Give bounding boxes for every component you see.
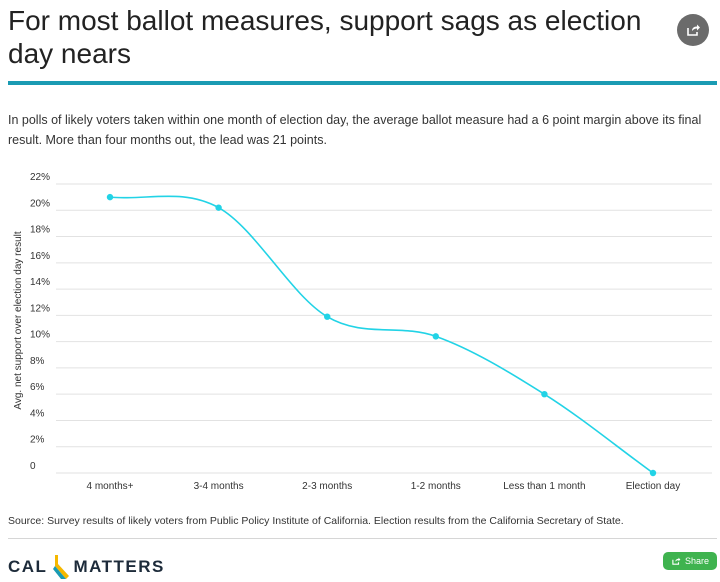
data-point [106, 193, 114, 201]
share-button[interactable]: Share [663, 552, 717, 570]
y-tick-label: 8% [30, 356, 45, 367]
data-point [215, 204, 222, 211]
logo-text-cal: CAL [8, 557, 48, 576]
footer-divider [8, 538, 717, 539]
y-tick-label: 0 [30, 461, 36, 472]
y-tick-label: 12% [30, 303, 50, 314]
y-tick-label: 4% [30, 408, 45, 419]
x-tick-label: 4 months+ [87, 481, 134, 492]
share-icon-button[interactable] [677, 14, 709, 46]
data-point [541, 390, 548, 398]
x-tick-label: 2-3 months [302, 481, 352, 492]
chart-subtitle: In polls of likely voters taken within o… [8, 113, 702, 147]
california-mark-icon [53, 555, 70, 579]
y-axis-label: Avg. net support over election day resul… [13, 231, 24, 409]
y-tick-label: 20% [30, 198, 50, 209]
data-point [432, 333, 439, 340]
y-tick-label: 22% [30, 172, 50, 183]
share-arrow-icon [687, 24, 700, 36]
logo-text-matters: MATTERS [73, 557, 165, 576]
x-tick-label: Less than 1 month [503, 481, 585, 492]
share-button-label: Share [684, 556, 710, 566]
y-tick-label: 14% [30, 277, 50, 288]
x-tick-label: 3-4 months [194, 481, 244, 492]
title-divider [8, 81, 717, 85]
y-tick-label: 10% [30, 330, 50, 341]
x-tick-label: Election day [626, 481, 680, 492]
y-tick-label: 2% [30, 435, 45, 446]
data-point [324, 313, 331, 320]
y-tick-label: 16% [30, 251, 50, 262]
calmatters-logo[interactable]: CAL MATTERS [8, 554, 165, 580]
x-tick-label: 1-2 months [411, 481, 461, 492]
line-chart: 0 2% 4% 6% 8% 10% 12% 14% 16% 18% 20% 22% Avg. net s… [13, 172, 712, 492]
share-arrow-icon [672, 557, 681, 565]
data-point [649, 469, 657, 477]
chart-title: For most ballot measures, support sags a… [8, 5, 642, 69]
y-tick-label: 6% [30, 382, 45, 393]
y-tick-label: 18% [30, 225, 50, 236]
series-line [109, 195, 654, 474]
source-note: Source: Survey results of likely voters … [8, 515, 624, 527]
